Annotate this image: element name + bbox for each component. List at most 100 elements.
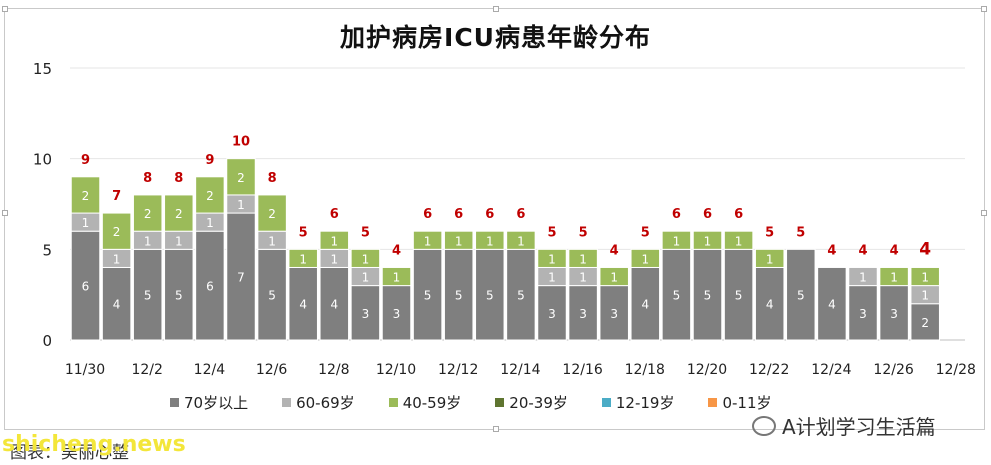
data-label: 1 [890,271,898,285]
data-label: 1 [921,271,929,285]
x-tick-label: 12/8 [318,362,349,378]
bar-segment [381,266,412,287]
total-label: 5 [547,225,556,240]
chart-legend: 70岁以上 60-69岁 40-59岁 20-39岁 12-19岁 0-11岁 [170,392,772,413]
data-label: 4 [766,298,774,312]
total-label: 4 [919,239,931,259]
data-label: 1 [206,216,214,230]
total-label: 6 [703,207,712,222]
total-label: 6 [330,207,339,222]
legend-swatch [282,398,292,407]
data-label: 5 [517,289,525,303]
total-label: 5 [299,225,308,240]
data-label: 1 [579,252,587,266]
x-tick-label: 12/26 [873,362,913,378]
figure-caption: 图表：吴丽心整 [10,443,129,463]
bar-segment [506,230,536,250]
data-label: 6 [82,280,90,294]
data-label: 4 [113,298,121,312]
data-label: 4 [641,298,649,312]
total-label: 6 [454,207,463,222]
data-label: 5 [144,289,152,303]
resize-handle-top-right[interactable] [981,6,987,12]
data-label: 2 [237,171,245,185]
data-label: 3 [579,307,587,321]
data-label: 1 [424,234,432,248]
bar-segment [132,248,163,341]
bar-segment [475,248,505,341]
data-label: 1 [704,234,712,248]
bar-segment [661,230,692,250]
data-label: 5 [424,289,432,303]
bar-segment [319,266,350,341]
legend-label: 60-69岁 [296,394,355,412]
total-label: 9 [205,153,214,168]
bar-segment [692,248,723,341]
legend-item: 0-11岁 [708,392,772,413]
x-tick-label: 12/28 [936,362,976,378]
data-label: 1 [486,234,494,248]
total-label: 4 [827,243,836,258]
data-label: 5 [486,289,494,303]
data-label: 1 [548,271,556,285]
data-label: 1 [641,252,649,266]
bar-segment [568,248,598,268]
resize-handle-left[interactable] [2,210,8,216]
data-label: 2 [206,189,214,203]
data-label: 2 [144,207,152,221]
bar-segment [754,266,785,341]
data-label: 1 [673,234,681,248]
data-label: 2 [175,207,183,221]
bar-segment [723,230,754,250]
wechat-icon [752,415,776,436]
bar-segment [226,212,256,341]
data-label: 1 [517,234,525,248]
x-tick-label: 12/2 [131,362,162,378]
bar-segment [879,266,909,287]
resize-handle-top[interactable] [493,6,499,12]
legend-label: 40-59岁 [402,394,462,412]
bar-segment [350,248,381,268]
data-label: 3 [859,307,867,321]
legend-label: 0-11岁 [722,394,772,412]
bar-segment [817,266,847,341]
resize-handle-right[interactable] [981,210,987,216]
y-tick-label: 15 [33,60,52,78]
data-label: 5 [673,289,681,303]
bar-segment [412,248,443,341]
chart-title: 加护病房ICU病患年龄分布 [340,23,651,52]
x-tick-label: 12/4 [194,362,226,378]
bar-segment [506,248,536,341]
bar-segment [443,248,474,341]
resize-handle-bottom[interactable] [493,426,499,432]
bar-segment [70,230,101,341]
bar-segment [692,230,723,250]
total-label: 9 [81,153,90,168]
bar-segment [132,194,163,232]
data-label: 6 [206,280,214,294]
legend-swatch [601,398,611,407]
data-label: 1 [144,234,152,248]
total-label: 10 [232,135,250,150]
wechat-watermark: A计划学习生活篇 [752,411,936,440]
legend-swatch [170,398,179,407]
data-label: 1 [113,252,121,266]
total-label: 5 [641,225,650,240]
total-label: 6 [485,207,494,222]
legend-item: 60-69岁 [282,392,355,413]
total-label: 6 [672,207,681,222]
total-label: 4 [392,243,401,258]
x-tick-label: 12/10 [376,362,416,378]
legend-item: 12-19岁 [601,392,674,413]
data-label: 5 [735,289,743,303]
data-label: 1 [548,252,556,266]
total-label: 7 [112,189,121,204]
bar-segment [848,285,878,341]
total-label: 8 [143,171,152,186]
data-label: 1 [610,271,618,285]
bar-segment [879,285,909,341]
resize-handle-top-left[interactable] [2,6,8,12]
total-label: 8 [268,171,277,186]
data-label: 1 [921,289,929,303]
